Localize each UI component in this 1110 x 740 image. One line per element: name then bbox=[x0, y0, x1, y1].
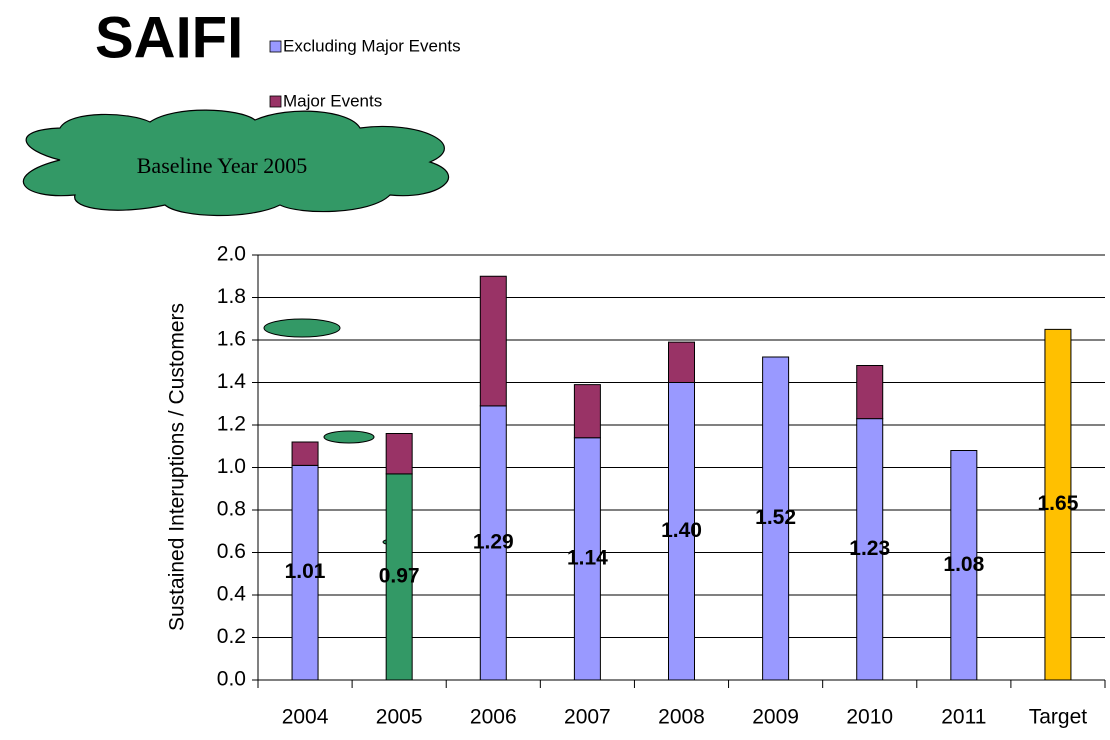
bar bbox=[291, 464, 319, 681]
data-label: 1.65 bbox=[1038, 492, 1079, 515]
x-tick-label: 2007 bbox=[564, 706, 611, 729]
chart-title: SAIFI bbox=[95, 5, 243, 70]
y-tick-label: 1.4 bbox=[217, 370, 247, 393]
y-axis-label: Sustained Interuptions / Customers bbox=[166, 303, 189, 631]
data-label: 1.40 bbox=[661, 519, 702, 542]
x-tick-label: Target bbox=[1029, 706, 1088, 729]
legend-swatch bbox=[269, 95, 282, 108]
data-label: 0.97 bbox=[379, 564, 420, 587]
bar bbox=[668, 382, 695, 681]
x-tick-label: 2005 bbox=[376, 706, 423, 729]
data-label: 1.08 bbox=[943, 553, 984, 576]
x-tick-label: 2011 bbox=[941, 706, 986, 729]
y-tick-label: 1.0 bbox=[217, 455, 246, 478]
bar bbox=[385, 473, 413, 681]
x-tick-label: 2009 bbox=[752, 706, 799, 729]
bar bbox=[856, 418, 884, 681]
bar bbox=[573, 384, 601, 439]
legend-label: Major Events bbox=[283, 91, 382, 110]
y-tick-label: 0.6 bbox=[217, 540, 246, 563]
bar bbox=[1044, 328, 1072, 681]
legend-label: Excluding Major Events bbox=[283, 36, 461, 55]
data-label: 1.52 bbox=[755, 506, 796, 529]
data-label: 1.23 bbox=[849, 537, 890, 560]
x-tick-label: 2006 bbox=[470, 706, 517, 729]
y-tick-label: 0.0 bbox=[217, 668, 246, 691]
y-tick-label: 2.0 bbox=[217, 243, 246, 266]
annotation: Baseline Year 2005 bbox=[137, 153, 307, 178]
bar bbox=[291, 441, 319, 466]
x-tick-label: 2010 bbox=[846, 706, 893, 729]
thought-bubble bbox=[323, 430, 375, 444]
x-tick-label: 2004 bbox=[282, 706, 329, 729]
legend-swatch bbox=[269, 40, 282, 53]
bar bbox=[762, 356, 790, 681]
bar bbox=[385, 433, 413, 475]
x-tick-label: 2008 bbox=[658, 706, 705, 729]
y-tick-label: 0.4 bbox=[217, 583, 247, 606]
data-label: 1.14 bbox=[567, 546, 608, 569]
bar bbox=[668, 341, 695, 383]
bar bbox=[479, 275, 507, 407]
bar bbox=[950, 450, 978, 681]
data-label: 1.29 bbox=[473, 530, 514, 553]
bar bbox=[573, 437, 601, 681]
y-tick-label: 0.8 bbox=[217, 498, 246, 521]
y-tick-label: 1.2 bbox=[217, 413, 246, 436]
thought-bubble bbox=[263, 318, 341, 338]
y-tick-label: 1.6 bbox=[217, 328, 246, 351]
bar bbox=[856, 365, 884, 420]
y-tick-label: 0.2 bbox=[217, 625, 246, 648]
data-label: 1.01 bbox=[285, 560, 326, 583]
y-tick-label: 1.8 bbox=[217, 285, 246, 308]
annotation-cloud bbox=[23, 109, 450, 217]
